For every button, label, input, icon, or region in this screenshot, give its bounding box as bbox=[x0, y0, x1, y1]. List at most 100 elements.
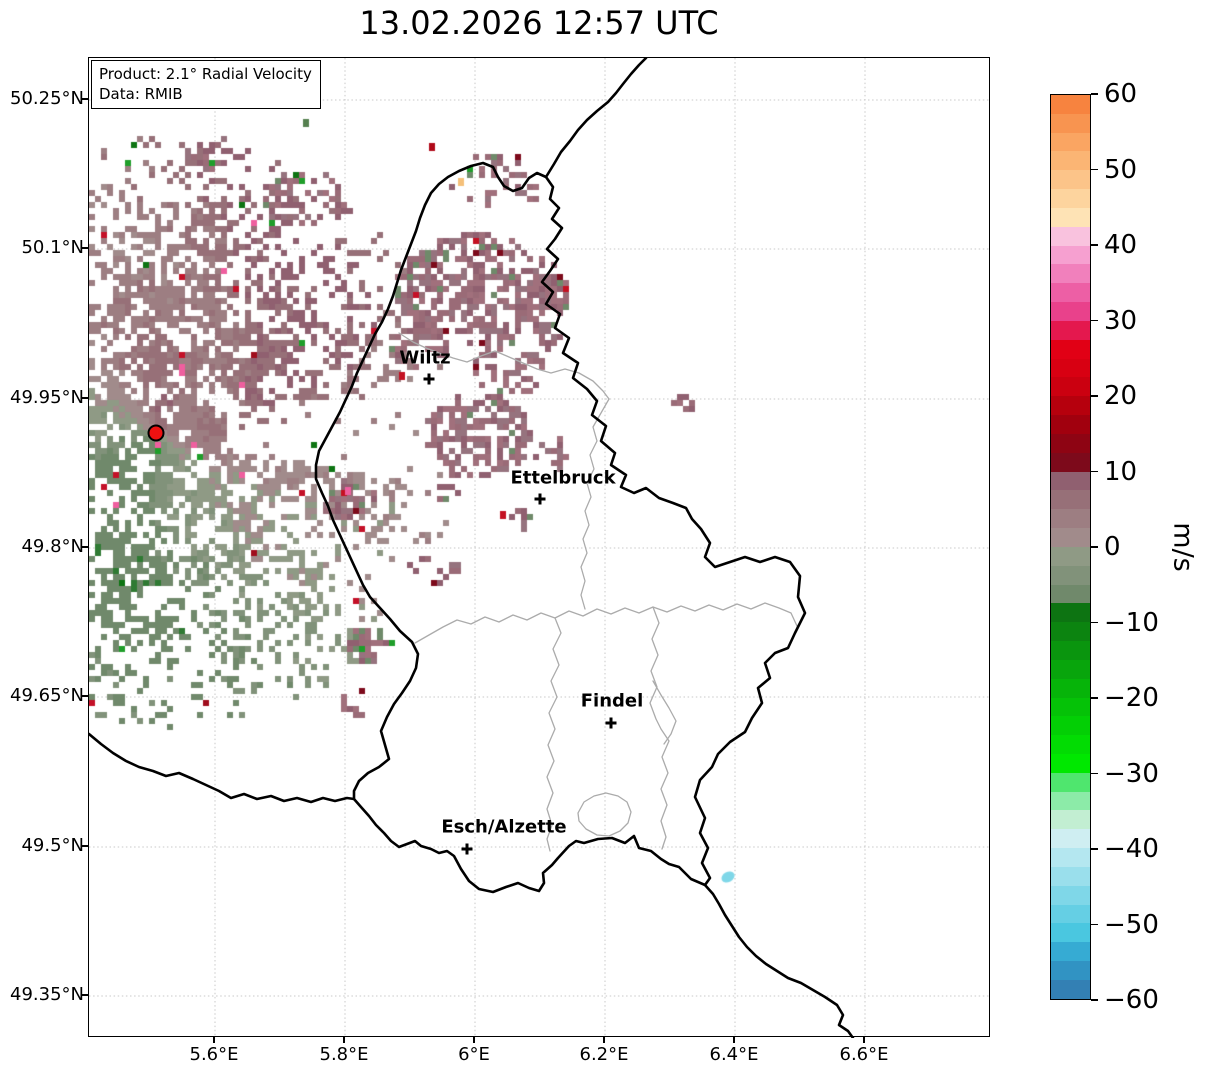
city-label-esch-alzette: Esch/Alzette bbox=[441, 816, 567, 838]
colorbar-tick-mark bbox=[1091, 923, 1098, 926]
lon-tick-mark bbox=[603, 1037, 605, 1043]
colorbar-band bbox=[1051, 415, 1090, 434]
colorbar-band bbox=[1051, 302, 1090, 321]
product-info-box: Product: 2.1° Radial Velocity Data: RMIB bbox=[91, 60, 321, 109]
city-marker-ettelbruck bbox=[534, 493, 546, 505]
colorbar-band bbox=[1051, 829, 1090, 849]
lon-tick-mark bbox=[213, 1037, 215, 1043]
data-source-label: Data: RMIB bbox=[99, 85, 183, 103]
colorbar-band bbox=[1051, 170, 1090, 190]
radar-site-marker bbox=[147, 424, 165, 442]
lon-tick-label: 6.6°E bbox=[839, 1044, 889, 1065]
colorbar-tick-label: −30 bbox=[1104, 758, 1159, 789]
plot-title: 13.02.2026 12:57 UTC bbox=[359, 4, 719, 42]
colorbar-band bbox=[1051, 471, 1090, 491]
colorbar-band bbox=[1051, 923, 1090, 943]
colorbar-band bbox=[1051, 904, 1090, 924]
city-label-findel: Findel bbox=[580, 690, 644, 712]
colorbar-tick-label: 60 bbox=[1104, 79, 1138, 109]
radar-data-canvas bbox=[89, 58, 991, 1038]
admin-border-line bbox=[577, 792, 632, 837]
product-label: Product: 2.1° Radial Velocity bbox=[99, 65, 312, 83]
colorbar-tick-label: −40 bbox=[1104, 834, 1159, 864]
country-border-luxembourg bbox=[314, 161, 807, 894]
admin-border-line bbox=[546, 617, 562, 852]
colorbar-band bbox=[1051, 697, 1090, 717]
lon-tick-mark bbox=[343, 1037, 345, 1043]
colorbar-band bbox=[1051, 716, 1090, 736]
colorbar-band bbox=[1051, 113, 1090, 133]
colorbar-band bbox=[1051, 546, 1090, 566]
colorbar-band bbox=[1051, 245, 1090, 265]
lat-tick-mark bbox=[82, 98, 88, 100]
colorbar-band bbox=[1051, 622, 1090, 642]
lon-tick-label: 6.4°E bbox=[709, 1044, 759, 1065]
colorbar-tick-mark bbox=[1091, 168, 1098, 171]
lon-tick-mark bbox=[733, 1037, 735, 1043]
colorbar-band bbox=[1051, 848, 1090, 867]
colorbar-band bbox=[1051, 283, 1090, 303]
colorbar-band bbox=[1051, 509, 1090, 529]
city-label-ettelbruck: Ettelbruck bbox=[510, 467, 616, 489]
lat-tick-label: 50.1°N bbox=[21, 237, 84, 258]
colorbar-tick-label: −20 bbox=[1104, 683, 1159, 713]
lon-tick-mark bbox=[473, 1037, 475, 1043]
colorbar-tick-label: 50 bbox=[1104, 154, 1138, 185]
colorbar-band bbox=[1051, 885, 1090, 905]
colorbar-tick-label: 10 bbox=[1104, 456, 1138, 487]
lat-tick-label: 49.5°N bbox=[21, 835, 84, 856]
colorbar-band bbox=[1051, 264, 1090, 284]
colorbar-band bbox=[1051, 189, 1090, 208]
colorbar-tick-label: −60 bbox=[1104, 985, 1159, 1015]
colorbar-tick-label: 20 bbox=[1104, 381, 1138, 411]
city-marker-esch-alzette bbox=[461, 843, 473, 855]
colorbar-band bbox=[1051, 565, 1090, 585]
admin-border-line bbox=[580, 398, 610, 610]
map-frame: Product: 2.1° Radial Velocity Data: RMIB… bbox=[88, 57, 991, 1038]
colorbar-tick-mark bbox=[1091, 244, 1098, 246]
colorbar-band bbox=[1051, 961, 1090, 980]
colorbar-tick-label: 30 bbox=[1104, 305, 1138, 336]
colorbar-tick-label: 40 bbox=[1104, 230, 1138, 260]
colorbar-band bbox=[1051, 866, 1090, 886]
colorbar-tick-mark bbox=[1091, 546, 1098, 548]
colorbar-band bbox=[1051, 358, 1090, 378]
lat-tick-label: 49.95°N bbox=[10, 387, 84, 408]
lon-tick-label: 6°E bbox=[458, 1044, 490, 1065]
colorbar-band bbox=[1051, 791, 1090, 811]
colorbar-band bbox=[1051, 151, 1090, 171]
colorbar-band bbox=[1051, 735, 1090, 754]
country-border-line bbox=[703, 883, 855, 1038]
colorbar-band bbox=[1051, 528, 1090, 547]
colorbar-band bbox=[1051, 641, 1090, 660]
colorbar-band bbox=[1051, 490, 1090, 510]
country-border-line bbox=[89, 732, 356, 804]
colorbar-tick-mark bbox=[1091, 697, 1098, 699]
lat-tick-label: 49.65°N bbox=[10, 685, 84, 706]
colorbar-band bbox=[1051, 339, 1090, 359]
lat-tick-mark bbox=[82, 247, 88, 249]
colorbar-band bbox=[1051, 810, 1090, 830]
lon-tick-label: 6.2°E bbox=[579, 1044, 629, 1065]
colorbar-tick-label: −50 bbox=[1104, 909, 1159, 940]
colorbar-band bbox=[1051, 452, 1090, 472]
admin-border-line bbox=[398, 332, 610, 400]
lon-tick-mark bbox=[863, 1037, 865, 1043]
colorbar-band bbox=[1051, 320, 1090, 340]
colorbar-tick-mark bbox=[1091, 319, 1098, 322]
lat-tick-mark bbox=[82, 695, 88, 697]
city-label-wiltz: Wiltz bbox=[399, 347, 451, 369]
colorbar-band bbox=[1051, 396, 1090, 416]
city-layer: Wiltz Ettelbruck Findel Esch/Alzette bbox=[89, 58, 991, 1038]
lat-tick-label: 49.35°N bbox=[10, 984, 84, 1005]
lat-tick-mark bbox=[82, 994, 88, 996]
colorbar-tick-label: 0 bbox=[1104, 532, 1121, 562]
city-marker-wiltz bbox=[423, 373, 435, 385]
colorbar-band bbox=[1051, 377, 1090, 397]
admin-border-line bbox=[414, 602, 798, 644]
lat-tick-mark bbox=[82, 546, 88, 548]
borders-layer bbox=[89, 58, 855, 1038]
country-border-line bbox=[544, 58, 648, 179]
colorbar bbox=[1050, 94, 1091, 1000]
colorbar-band bbox=[1051, 678, 1090, 698]
